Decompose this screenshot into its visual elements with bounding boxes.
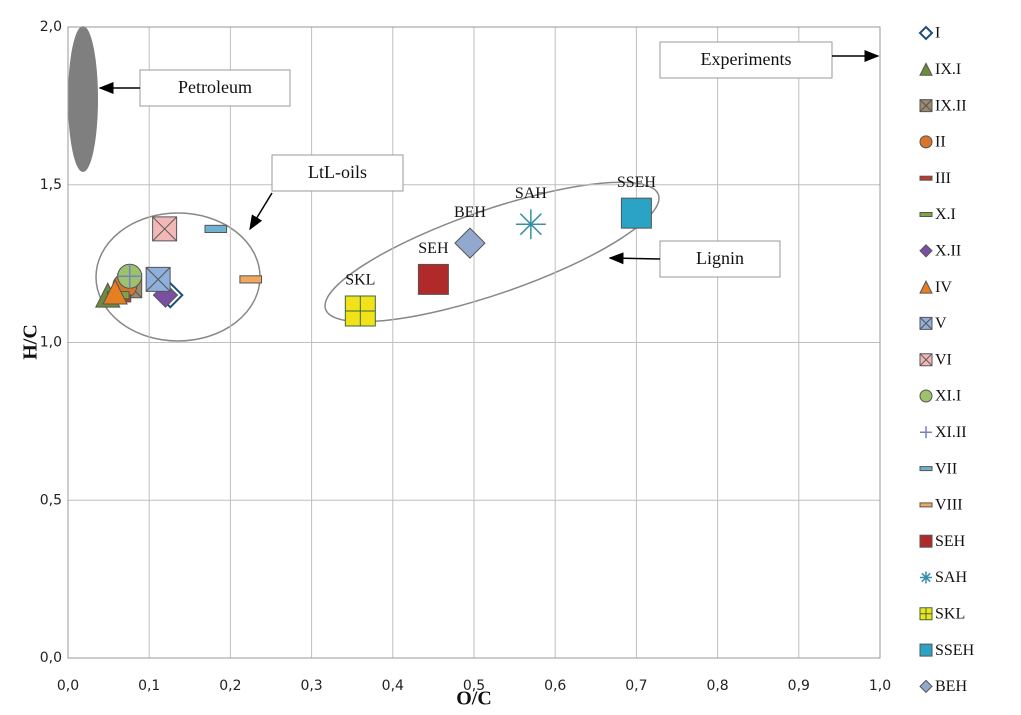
legend-label: II xyxy=(935,134,946,151)
marker xyxy=(919,279,933,294)
lignin-region xyxy=(324,181,660,323)
legend-label: XI.II xyxy=(935,424,967,441)
x-tick-label: 0,6 xyxy=(544,678,566,694)
annotation-box xyxy=(659,41,833,79)
y-tick-label: 1,5 xyxy=(40,177,62,193)
legend-label: BEH xyxy=(935,678,967,695)
marker xyxy=(204,224,228,234)
marker xyxy=(919,212,933,217)
annotation-text: Petroleum xyxy=(178,77,252,97)
plot-border xyxy=(67,26,881,659)
legend-label: SEH xyxy=(935,533,966,550)
marker xyxy=(919,502,933,508)
x-tick-label: 0,4 xyxy=(382,678,404,694)
marker xyxy=(919,316,933,330)
marker xyxy=(920,571,932,584)
legend-label: XI.I xyxy=(935,388,961,405)
marker xyxy=(344,295,376,327)
annotation-box xyxy=(271,154,404,192)
marker xyxy=(515,209,546,240)
legend-label: III xyxy=(935,170,951,187)
legend-label: X.I xyxy=(935,206,956,223)
marker xyxy=(417,263,449,295)
legend-label: VII xyxy=(935,460,957,477)
annotation-arrow xyxy=(249,192,273,231)
marker xyxy=(919,607,933,621)
legend-label: X.II xyxy=(935,242,961,259)
legend-label: VIII xyxy=(935,497,963,514)
point-label: SEH xyxy=(418,240,449,257)
marker xyxy=(919,62,933,76)
annotation-box xyxy=(659,240,781,278)
legend-label: SAH xyxy=(935,569,967,586)
x-tick-label: 0,8 xyxy=(706,678,728,694)
point-label: BEH xyxy=(454,204,486,221)
legend-label: VI xyxy=(935,351,952,368)
marker xyxy=(145,266,171,292)
point-label: SSEH xyxy=(617,174,657,191)
x-tick-label: 0,0 xyxy=(57,678,79,694)
marker xyxy=(239,275,262,284)
marker xyxy=(920,426,932,439)
plot-marks: IIX.IIX.IIIIIIIX.IX.IIIVVVIXI.IXI.IIVIIV… xyxy=(94,25,975,695)
marker xyxy=(117,264,142,289)
x-tick-label: 0,5 xyxy=(463,678,485,694)
marker xyxy=(102,278,128,305)
legend-label: V xyxy=(935,315,947,332)
marker xyxy=(620,197,652,229)
legend-label: I xyxy=(935,25,940,42)
annotations: Petroleum LtL-oils Experiments Lignin xyxy=(98,41,880,278)
x-axis-title: O/C xyxy=(456,688,492,710)
point-label: SKL xyxy=(345,272,375,289)
marker xyxy=(919,244,933,258)
marker xyxy=(454,227,486,259)
marker xyxy=(919,135,933,149)
legend-label: SSEH xyxy=(935,642,975,659)
annotation-text: Lignin xyxy=(696,248,744,268)
x-tick-label: 0,3 xyxy=(300,678,322,694)
marker xyxy=(919,353,933,367)
x-tick-label: 0,9 xyxy=(788,678,810,694)
x-tick-label: 0,2 xyxy=(219,678,241,694)
y-tick-label: 0,5 xyxy=(40,492,62,508)
legend-label: IX.I xyxy=(935,61,961,78)
marker xyxy=(919,679,933,694)
marker xyxy=(919,389,933,403)
y-tick-label: 1,0 xyxy=(40,335,62,351)
marker xyxy=(919,466,933,472)
grid: 0,0 0,1 0,2 0,3 0,4 0,5 0,6 0,7 0,8 0,9 1,0 0,0 0,5 1… xyxy=(40,19,891,694)
marker xyxy=(919,99,933,113)
y-axis-title: H/C xyxy=(20,324,42,360)
marker xyxy=(152,216,178,242)
x-tick-label: 0,1 xyxy=(138,678,160,694)
marker xyxy=(918,25,934,41)
legend-label: IV xyxy=(935,279,952,296)
legend-label: SKL xyxy=(935,605,965,622)
legend-label: IX.II xyxy=(935,97,967,114)
y-tick-label: 2,0 xyxy=(40,19,62,35)
point-label: SAH xyxy=(515,185,547,202)
marker xyxy=(919,534,933,548)
marker xyxy=(919,175,933,181)
annotation-arrow xyxy=(608,252,661,265)
petroleum-region xyxy=(68,26,98,172)
x-tick-label: 1,0 xyxy=(869,678,891,694)
x-tick-label: 0,7 xyxy=(625,678,647,694)
annotation-text: LtL-oils xyxy=(308,162,367,182)
marker xyxy=(919,643,933,657)
annotation-text: Experiments xyxy=(701,49,792,69)
y-tick-label: 0,0 xyxy=(40,650,62,666)
